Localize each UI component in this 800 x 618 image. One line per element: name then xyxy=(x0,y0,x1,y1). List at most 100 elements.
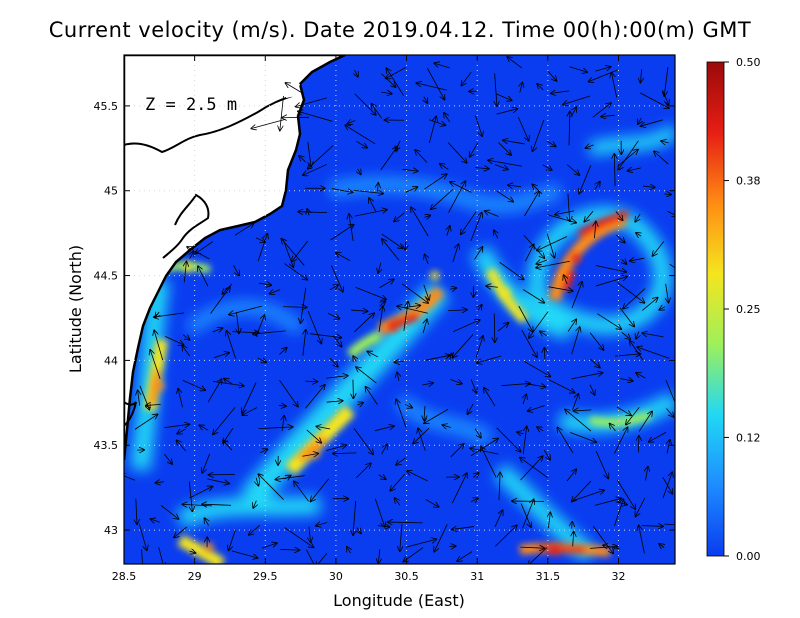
plot-frame xyxy=(123,54,676,565)
velocity-arrow xyxy=(507,57,523,69)
velocity-arrow xyxy=(595,67,610,72)
velocity-arrow xyxy=(189,551,196,553)
velocity-arrow xyxy=(452,244,459,263)
velocity-arrow xyxy=(154,312,185,317)
jet-southeast xyxy=(589,411,652,427)
velocity-arrow xyxy=(572,490,604,502)
velocity-arrow xyxy=(164,424,189,429)
speed-hotspot xyxy=(203,542,214,553)
coastline xyxy=(124,55,346,461)
velocity-arrow xyxy=(622,259,627,264)
speed-hotspot xyxy=(571,253,582,264)
velocity-arrow xyxy=(546,233,554,258)
velocity-arrow xyxy=(202,504,232,505)
velocity-arrow xyxy=(499,473,500,501)
filament-shelf-glow xyxy=(328,176,563,214)
velocity-arrow xyxy=(231,550,258,558)
velocity-arrow xyxy=(236,312,239,333)
velocity-arrow xyxy=(461,211,477,234)
eddy-east xyxy=(528,206,672,335)
coastal-current-glow xyxy=(130,278,170,472)
velocity-arrow xyxy=(501,383,529,385)
velocity-arrow xyxy=(202,453,210,473)
velocity-arrow xyxy=(528,547,548,564)
velocity-arrow xyxy=(249,525,261,535)
velocity-arrow xyxy=(164,454,172,464)
velocity-arrow xyxy=(212,328,223,332)
velocity-arrow xyxy=(447,310,467,311)
velocity-arrow xyxy=(257,358,266,362)
velocity-arrow xyxy=(529,311,549,338)
velocity-arrow xyxy=(636,233,641,236)
velocity-arrow xyxy=(478,305,482,311)
velocity-arrow xyxy=(496,93,511,101)
velocity-arrow xyxy=(638,117,641,124)
velocity-arrow xyxy=(453,320,479,332)
velocity-arrow xyxy=(423,284,429,300)
velocity-arrow xyxy=(450,379,462,383)
velocity-arrow xyxy=(366,387,378,405)
velocity-arrow xyxy=(326,445,346,451)
velocity-arrow xyxy=(547,214,576,223)
velocity-arrow xyxy=(592,526,613,553)
velocity-arrow xyxy=(579,165,592,193)
velocity-arrow xyxy=(353,500,356,535)
velocity-arrow xyxy=(138,391,140,406)
velocity-arrow xyxy=(404,404,412,407)
velocity-arrow xyxy=(641,526,663,527)
velocity-arrow xyxy=(564,275,567,285)
colorbar-tick-label: 0.00 xyxy=(736,550,761,563)
velocity-arrow xyxy=(496,109,518,115)
velocity-arrow xyxy=(440,164,449,170)
plot-area xyxy=(124,55,675,564)
velocity-arrow xyxy=(537,236,568,250)
velocity-arrow xyxy=(572,522,573,529)
velocity-arrow xyxy=(397,306,428,314)
velocity-arrow xyxy=(356,140,367,147)
velocity-arrow xyxy=(637,347,670,359)
y-tick-label: 44 xyxy=(104,354,118,367)
velocity-arrow xyxy=(146,404,161,405)
velocity-arrow xyxy=(536,260,570,267)
velocity-arrow xyxy=(569,66,588,72)
velocity-arrow xyxy=(347,121,356,124)
velocity-arrow xyxy=(349,214,354,242)
velocity-arrow xyxy=(347,547,351,554)
velocity-arrow xyxy=(636,331,639,339)
velocity-arrow xyxy=(182,335,189,340)
velocity-arrow xyxy=(388,522,423,523)
velocity-arrow xyxy=(413,427,430,443)
velocity-arrow xyxy=(407,471,428,482)
velocity-arrow xyxy=(229,529,236,550)
colorbar-tick-label: 0.38 xyxy=(736,175,761,188)
velocity-arrow xyxy=(316,522,328,525)
velocity-arrow xyxy=(642,333,664,338)
jet-eddy-core xyxy=(549,214,627,301)
velocity-arrow xyxy=(378,262,381,273)
x-tick-label: 30 xyxy=(329,570,343,583)
velocity-arrow xyxy=(307,310,321,343)
velocity-arrow xyxy=(142,549,143,564)
velocity-arrow xyxy=(486,286,498,287)
velocity-arrow xyxy=(358,169,361,174)
velocity-arrow xyxy=(382,239,400,261)
velocity-arrow xyxy=(669,263,675,269)
velocity-arrow xyxy=(473,473,478,477)
velocity-arrow xyxy=(589,384,595,395)
velocity-arrow xyxy=(286,83,303,94)
velocity-arrow xyxy=(532,184,543,195)
velocity-arrow xyxy=(305,385,324,409)
velocity-arrow xyxy=(566,469,576,482)
velocity-arrow xyxy=(431,189,454,209)
velocity-arrow xyxy=(520,503,531,527)
velocity-arrow xyxy=(425,499,439,506)
velocity-arrow xyxy=(520,547,544,548)
velocity-arrow xyxy=(496,427,521,452)
velocity-arrow xyxy=(547,70,556,81)
velocity-arrow xyxy=(356,367,377,384)
velocity-arrow xyxy=(520,83,523,93)
velocity-arrow xyxy=(537,427,544,431)
velocity-arrow xyxy=(484,388,496,407)
velocity-arrow xyxy=(403,302,408,331)
velocity-arrow xyxy=(353,428,373,454)
